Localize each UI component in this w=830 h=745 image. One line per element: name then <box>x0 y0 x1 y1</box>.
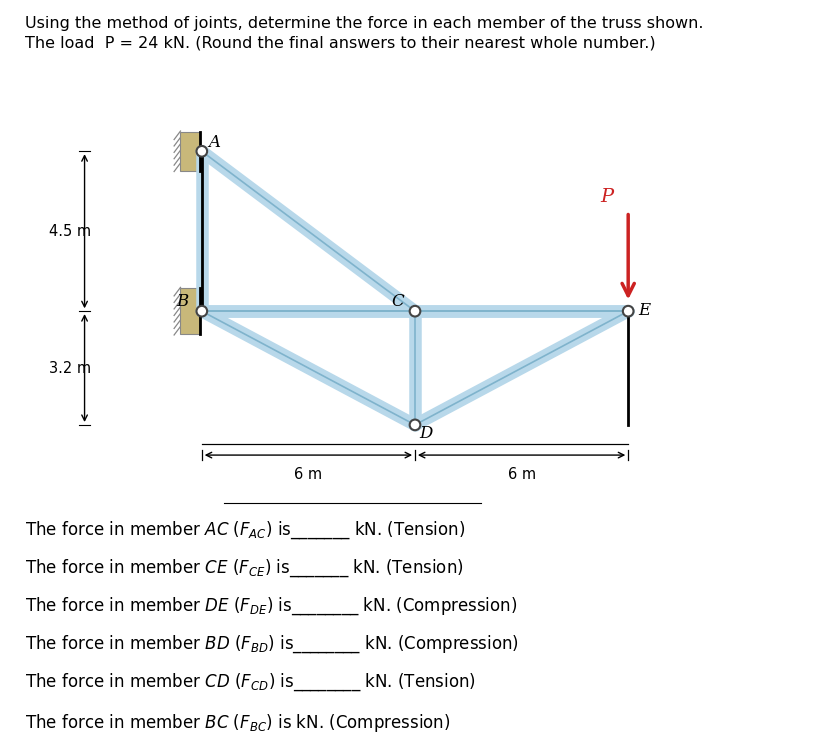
Circle shape <box>197 146 208 156</box>
Circle shape <box>197 306 208 317</box>
Text: C: C <box>391 293 403 310</box>
Text: Using the method of joints, determine the force in each member of the truss show: Using the method of joints, determine th… <box>25 16 703 31</box>
Text: E: E <box>638 302 650 319</box>
Text: D: D <box>419 425 432 443</box>
Bar <box>180 288 200 335</box>
Text: The force in member $\mathit{DE}$ ($F_{\mathit{DE}}$) is________ kN. (Compressio: The force in member $\mathit{DE}$ ($F_{\… <box>25 595 517 617</box>
Text: The force in member $\mathit{AC}$ ($F_{\mathit{AC}}$) is_______ kN. (Tension): The force in member $\mathit{AC}$ ($F_{\… <box>25 519 465 541</box>
Circle shape <box>622 306 633 317</box>
Text: 3.2 m: 3.2 m <box>49 361 91 375</box>
Text: 6 m: 6 m <box>295 467 323 482</box>
Text: B: B <box>176 293 188 310</box>
Text: 4.5 m: 4.5 m <box>49 224 91 238</box>
Circle shape <box>410 306 420 317</box>
Bar <box>180 132 200 171</box>
Text: A: A <box>208 134 220 151</box>
Text: The force in member $\mathit{CD}$ ($F_{\mathit{CD}}$) is________ kN. (Tension): The force in member $\mathit{CD}$ ($F_{\… <box>25 671 476 693</box>
Text: The force in member $\mathit{BD}$ ($F_{\mathit{BD}}$) is________ kN. (Compressio: The force in member $\mathit{BD}$ ($F_{\… <box>25 633 519 655</box>
Text: P: P <box>600 188 613 206</box>
Text: 6 m: 6 m <box>507 467 535 482</box>
Circle shape <box>410 419 420 430</box>
Text: The force in member $\mathit{CE}$ ($F_{\mathit{CE}}$) is_______ kN. (Tension): The force in member $\mathit{CE}$ ($F_{\… <box>25 557 464 579</box>
Text: The force in member $\mathit{BC}$ ($F_{\mathit{BC}}$) is kN. (Compression): The force in member $\mathit{BC}$ ($F_{\… <box>25 712 451 734</box>
Text: The load  P = 24 kN. (Round the final answers to their nearest whole number.): The load P = 24 kN. (Round the final ans… <box>25 36 656 51</box>
